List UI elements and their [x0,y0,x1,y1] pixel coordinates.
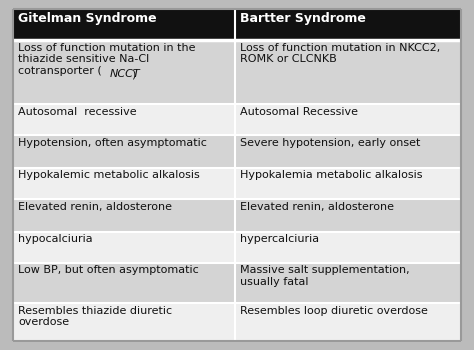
Text: Autosomal Recessive: Autosomal Recessive [240,106,358,117]
Text: Gitelman Syndrome: Gitelman Syndrome [18,12,156,24]
Bar [235,199,461,232]
Text: Bartter Syndrome: Bartter Syndrome [240,12,366,24]
Bar [13,232,235,263]
Text: hypercalciuria: hypercalciuria [240,234,319,244]
Bar [13,104,235,135]
Text: NCCT: NCCT [110,69,141,79]
Bar [235,232,461,263]
Bar [235,135,461,168]
Text: Autosomal  recessive: Autosomal recessive [18,106,137,117]
Text: Elevated renin, aldosterone: Elevated renin, aldosterone [18,202,172,211]
Text: ): ) [131,69,135,79]
Bar [235,9,461,40]
Text: Hypokalemia metabolic alkalosis: Hypokalemia metabolic alkalosis [240,170,422,181]
Text: Hypotension, often asymptomatic: Hypotension, often asymptomatic [18,138,207,148]
Bar [235,263,461,303]
Text: Resembles loop diuretic overdose: Resembles loop diuretic overdose [240,306,428,316]
Bar [13,40,235,104]
Bar [235,40,461,104]
Bar [235,104,461,135]
Text: Massive salt supplementation,
usually fatal: Massive salt supplementation, usually fa… [240,266,410,287]
Text: Resembles thiazide diuretic
overdose: Resembles thiazide diuretic overdose [18,306,172,327]
Text: Severe hypotension, early onset: Severe hypotension, early onset [240,138,420,148]
Bar [13,135,235,168]
Bar [13,9,235,40]
Text: Elevated renin, aldosterone: Elevated renin, aldosterone [240,202,394,211]
Text: hypocalciuria: hypocalciuria [18,234,92,244]
Text: Low BP, but often asymptomatic: Low BP, but often asymptomatic [18,266,199,275]
Bar [13,263,235,303]
Bar [235,168,461,199]
Bar [13,303,235,341]
Text: Loss of function mutation in the
thiazide sensitive Na-Cl
cotransporter (: Loss of function mutation in the thiazid… [18,43,195,76]
Bar [13,168,235,199]
Text: Loss of function mutation in NKCC2,
ROMK or CLCNKB: Loss of function mutation in NKCC2, ROMK… [240,43,440,64]
Bar [13,199,235,232]
Bar [235,303,461,341]
Text: Hypokalemic metabolic alkalosis: Hypokalemic metabolic alkalosis [18,170,200,181]
